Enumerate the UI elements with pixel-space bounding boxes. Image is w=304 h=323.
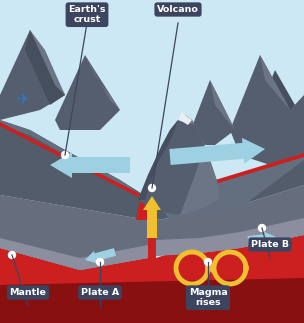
Polygon shape bbox=[138, 115, 220, 215]
Polygon shape bbox=[0, 120, 152, 220]
Polygon shape bbox=[0, 230, 148, 270]
FancyArrow shape bbox=[85, 248, 116, 264]
Polygon shape bbox=[178, 112, 192, 125]
Polygon shape bbox=[0, 120, 148, 200]
Polygon shape bbox=[136, 200, 152, 220]
FancyArrow shape bbox=[50, 152, 130, 178]
Polygon shape bbox=[156, 185, 304, 256]
FancyArrow shape bbox=[247, 232, 276, 245]
Polygon shape bbox=[255, 70, 295, 135]
Text: Plate A: Plate A bbox=[81, 288, 119, 297]
Text: Earth's
crust: Earth's crust bbox=[68, 5, 106, 25]
FancyArrow shape bbox=[169, 138, 265, 165]
Polygon shape bbox=[260, 55, 290, 110]
Polygon shape bbox=[0, 122, 148, 202]
Polygon shape bbox=[30, 30, 65, 95]
Text: Volcano: Volcano bbox=[157, 5, 199, 14]
Polygon shape bbox=[230, 55, 304, 165]
Polygon shape bbox=[0, 278, 304, 323]
Polygon shape bbox=[85, 55, 120, 110]
Polygon shape bbox=[156, 153, 304, 202]
Circle shape bbox=[61, 151, 68, 159]
Text: Magma
rises: Magma rises bbox=[188, 288, 227, 307]
Polygon shape bbox=[0, 235, 304, 323]
Circle shape bbox=[148, 184, 156, 192]
Polygon shape bbox=[138, 120, 178, 200]
Circle shape bbox=[258, 224, 265, 232]
Polygon shape bbox=[156, 155, 304, 220]
Polygon shape bbox=[156, 155, 304, 220]
Text: Plate B: Plate B bbox=[251, 240, 289, 249]
Polygon shape bbox=[0, 30, 65, 120]
Polygon shape bbox=[210, 80, 235, 130]
FancyArrow shape bbox=[143, 196, 161, 238]
Polygon shape bbox=[25, 30, 65, 105]
Circle shape bbox=[205, 258, 212, 266]
Circle shape bbox=[96, 258, 103, 266]
Polygon shape bbox=[156, 218, 304, 256]
Polygon shape bbox=[0, 195, 148, 270]
Text: ✈: ✈ bbox=[16, 92, 28, 108]
Polygon shape bbox=[178, 115, 220, 215]
Polygon shape bbox=[55, 55, 120, 130]
Polygon shape bbox=[185, 80, 235, 145]
Text: Mantle: Mantle bbox=[9, 288, 47, 297]
Polygon shape bbox=[148, 200, 156, 258]
Circle shape bbox=[9, 252, 16, 258]
